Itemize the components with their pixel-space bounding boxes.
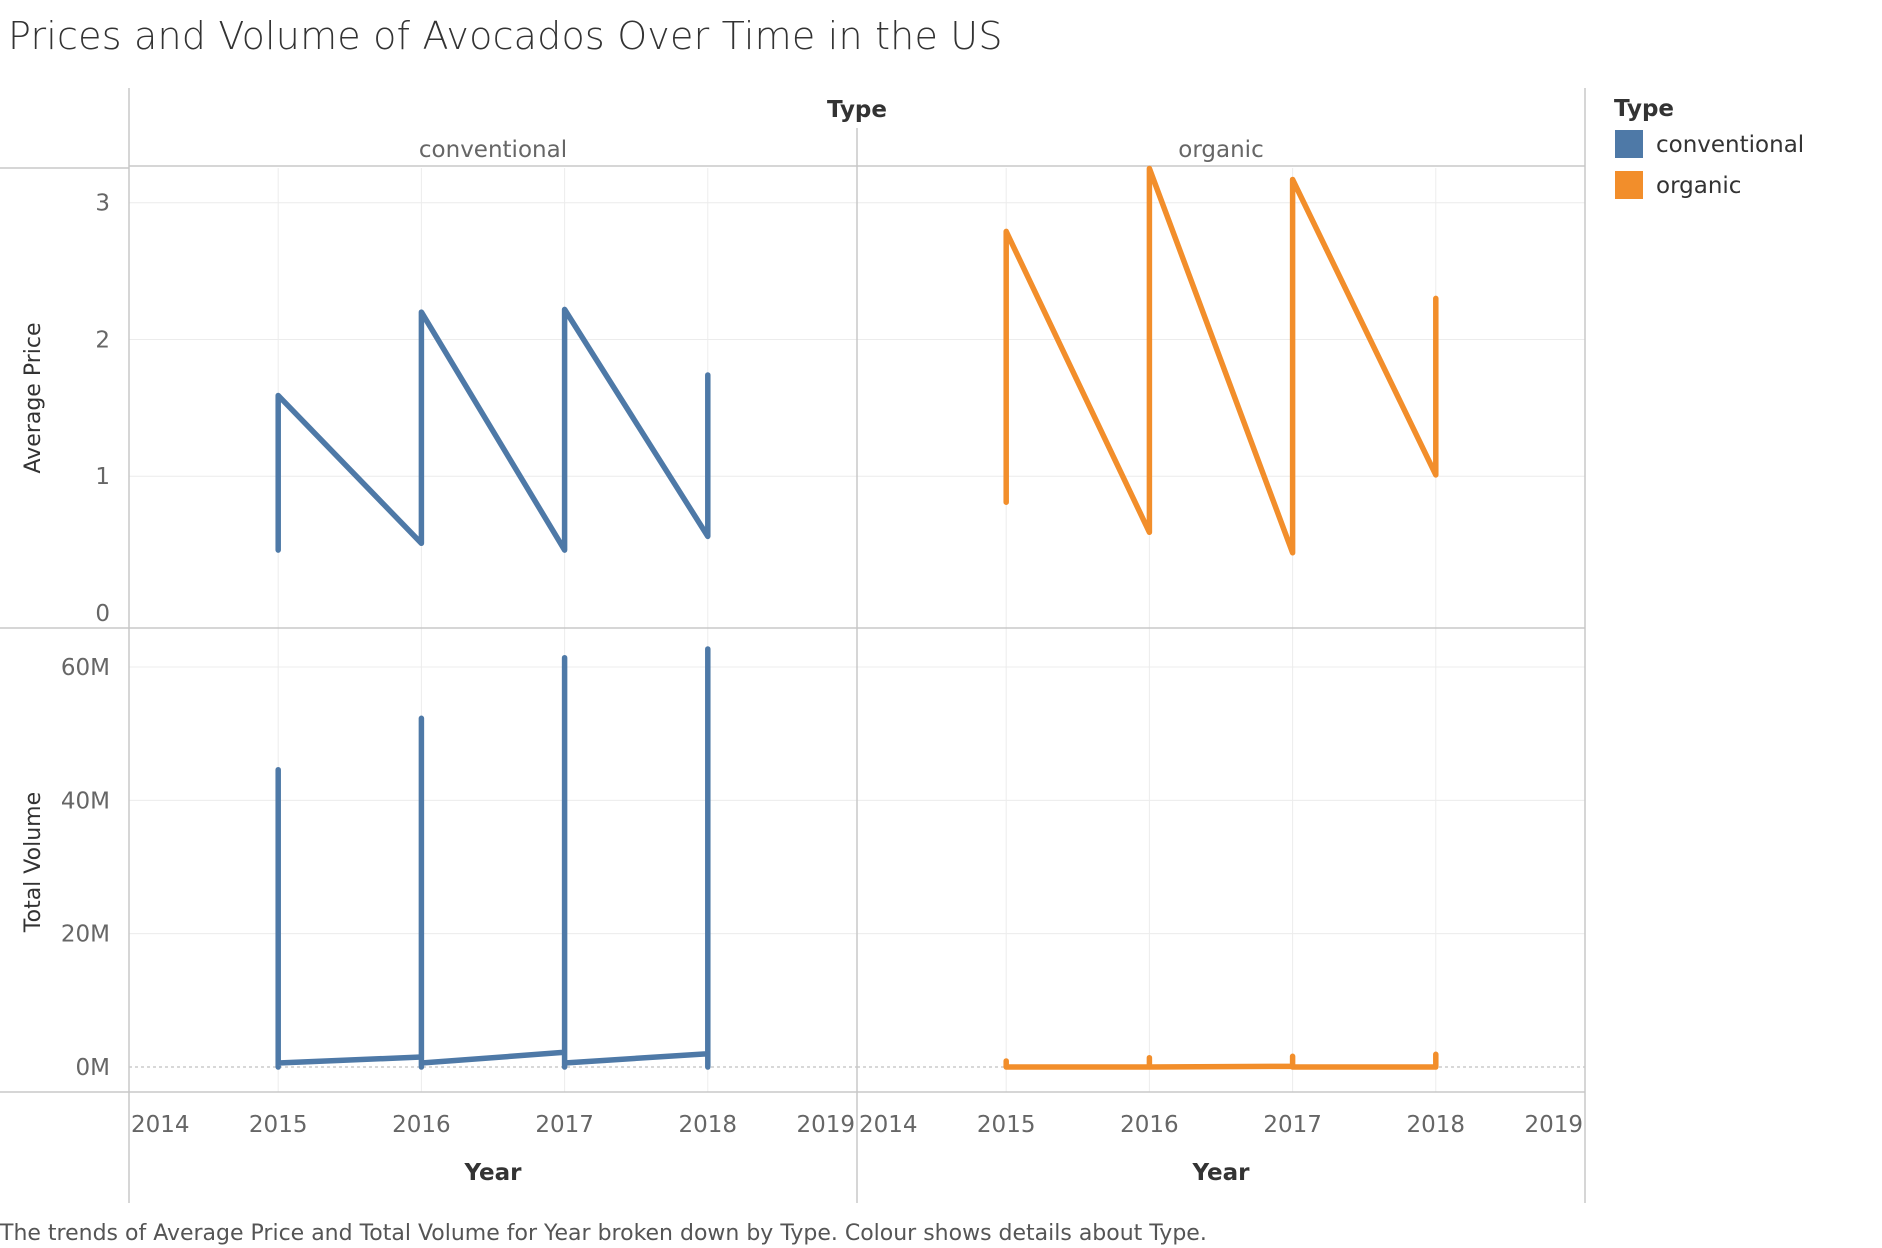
x-tick-label-2015: 2015 xyxy=(977,1112,1036,1138)
conventional-average-price-line xyxy=(275,306,711,553)
x-tick-label-2019: 2019 xyxy=(1524,1112,1583,1138)
price-tick-label: 2 xyxy=(95,327,110,353)
x-tick-label-2016: 2016 xyxy=(392,1112,451,1138)
facet-field-label: Type xyxy=(827,97,887,123)
x-tick-label-2015: 2015 xyxy=(249,1112,308,1138)
chart-caption: The trends of Average Price and Total Vo… xyxy=(0,1221,1207,1246)
chart-title: Prices and Volume of Avocados Over Time … xyxy=(8,14,1003,58)
volume-tick-label: 0M xyxy=(76,1055,110,1081)
y-axes: 0 1 2 3 0M 20M 40M 60M Average Price Total Volume xyxy=(21,191,110,1081)
x-axis-title: Year xyxy=(1191,1160,1250,1186)
x-tick-label-2018: 2018 xyxy=(1407,1112,1466,1138)
legend-label-conventional: conventional xyxy=(1656,132,1804,158)
x-tick-label-2014: 2014 xyxy=(131,1112,190,1138)
price-tick-label: 0 xyxy=(95,601,110,627)
facet-header-conventional: conventional xyxy=(419,137,567,163)
organic-total-volume-line xyxy=(1003,1051,1439,1070)
conventional-total-volume-line xyxy=(275,646,711,1070)
x-tick-label-2018: 2018 xyxy=(679,1112,738,1138)
volume-tick-label: 60M xyxy=(61,655,110,681)
series-organic xyxy=(1003,165,1439,1070)
panel-borders xyxy=(0,88,1586,1203)
legend-swatch-conventional xyxy=(1615,130,1643,158)
volume-tick-label: 40M xyxy=(61,788,110,814)
x-tick-label-2019: 2019 xyxy=(796,1112,855,1138)
price-axis-title: Average Price xyxy=(21,322,46,473)
legend-label-organic: organic xyxy=(1656,173,1741,199)
x-tick-label-2017: 2017 xyxy=(1263,1112,1322,1138)
x-axes: 2014 2015 2016 2017 2018 2019 Year 2014 2015 2016… xyxy=(131,1112,1583,1186)
legend-swatch-organic xyxy=(1615,171,1643,199)
x-tick-label-2016: 2016 xyxy=(1120,1112,1179,1138)
price-tick-label: 3 xyxy=(95,191,110,217)
price-tick-label: 1 xyxy=(95,464,110,490)
facet-header-organic: organic xyxy=(1178,137,1263,163)
x-tick-label-2014: 2014 xyxy=(859,1112,918,1138)
legend-title: Type xyxy=(1614,96,1674,122)
x-tick-label-2017: 2017 xyxy=(535,1112,594,1138)
organic-average-price-line xyxy=(1003,165,1439,556)
legend: Type conventional organic xyxy=(1614,96,1804,199)
volume-axis-title: Total Volume xyxy=(21,792,46,933)
series-conventional xyxy=(275,306,711,1070)
volume-tick-label: 20M xyxy=(61,922,110,948)
x-axis-title: Year xyxy=(463,1160,522,1186)
